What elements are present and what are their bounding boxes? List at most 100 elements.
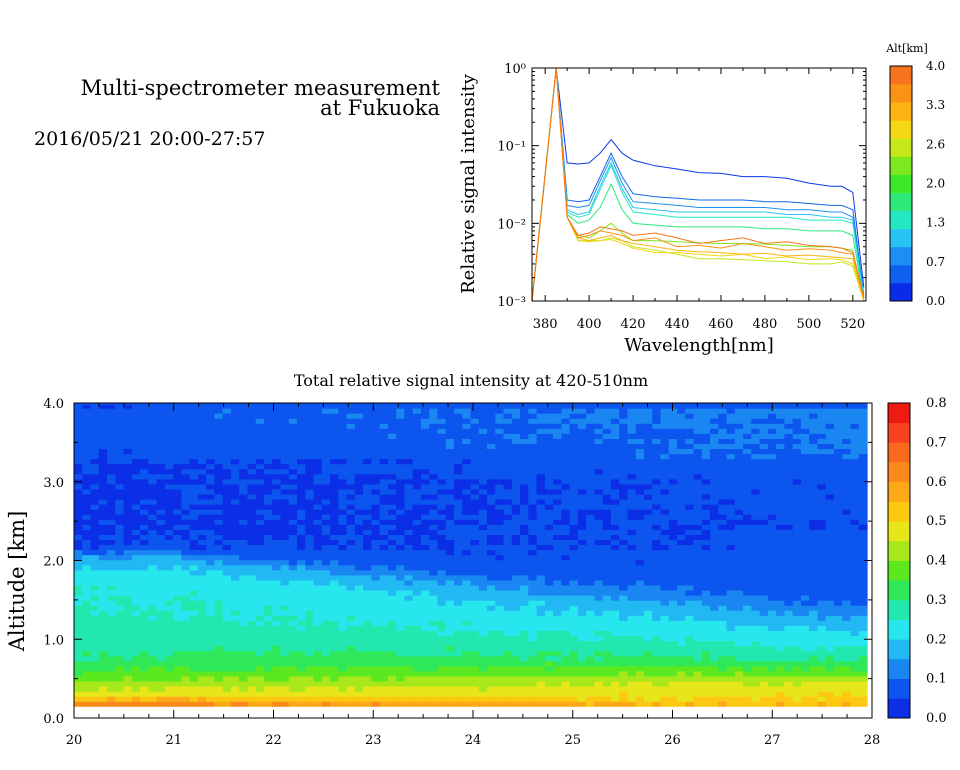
heatmap-cell	[445, 403, 455, 409]
heatmap-cell	[635, 534, 645, 541]
heatmap-cell	[495, 539, 505, 546]
heatmap-cell	[445, 554, 455, 561]
heatmap-cell	[610, 514, 620, 520]
heatmap-cell	[577, 650, 587, 657]
heatmap-cell	[371, 610, 381, 616]
heatmap-cell	[660, 660, 670, 667]
heatmap-cell	[115, 605, 125, 611]
heatmap-cell	[346, 473, 356, 480]
heatmap-cell	[107, 408, 116, 414]
heatmap-cell	[577, 625, 587, 631]
heatmap-cell	[148, 680, 158, 687]
heatmap-cell	[115, 680, 125, 687]
heatmap-cell	[594, 413, 604, 419]
heatmap-cell	[239, 589, 249, 596]
heatmap-cell	[577, 559, 587, 566]
heatmap-cell	[338, 680, 348, 687]
heatmap-cell	[115, 463, 125, 470]
heatmap-cell	[173, 549, 182, 556]
heatmap-cell	[561, 408, 571, 414]
heatmap-cell	[701, 504, 711, 510]
heatmap-cell	[164, 630, 174, 637]
heatmap-cell	[230, 453, 240, 460]
heatmap-cell	[511, 620, 521, 626]
heatmap-cell	[503, 539, 513, 546]
heatmap-cell	[726, 645, 736, 652]
heatmap-cell	[131, 610, 141, 616]
heatmap-cell	[131, 675, 141, 682]
heatmap-cell	[503, 554, 513, 561]
heatmap-cell	[453, 514, 463, 520]
heatmap-cell	[561, 499, 571, 505]
heatmap-cell	[363, 418, 372, 424]
heatmap-cell	[536, 685, 546, 692]
heatmap-cell	[734, 539, 744, 546]
heatmap-cell	[685, 701, 695, 707]
heatmap-cell	[354, 680, 364, 687]
heatmap-cell	[685, 453, 695, 460]
heatmap-cell	[462, 443, 472, 450]
heatmap-cell	[131, 685, 141, 692]
heatmap-cell	[429, 595, 439, 601]
heatmap-cell	[619, 504, 629, 510]
heatmap-cell	[503, 645, 513, 652]
heatmap-cell	[263, 620, 273, 626]
heatmap-cell	[74, 458, 83, 465]
heatmap-cell	[338, 584, 348, 591]
heatmap-cell	[429, 488, 439, 495]
heatmap-cell	[544, 625, 554, 631]
heatmap-cell	[98, 493, 108, 500]
heatmap-cell	[520, 403, 529, 409]
heatmap-cell	[90, 564, 100, 571]
heatmap-cell	[173, 564, 182, 571]
heatmap-cell	[635, 595, 645, 601]
heatmap-cell	[520, 701, 529, 707]
heatmap-cell	[272, 569, 282, 576]
heatmap-cell	[528, 529, 538, 535]
heatmap-cell	[445, 670, 455, 677]
heatmap-cell	[74, 605, 83, 611]
heatmap-cell	[528, 680, 538, 687]
heatmap-cell	[321, 529, 331, 535]
heatmap-cell	[511, 499, 521, 505]
heatmap-cell	[594, 509, 604, 515]
heatmap-cell	[338, 701, 348, 707]
heatmap-cell	[520, 433, 529, 439]
heatmap-cell	[98, 544, 108, 551]
heatmap-cell	[288, 504, 298, 510]
heatmap-cell	[263, 610, 273, 616]
heatmap-cell	[693, 509, 703, 515]
heatmap-cell	[230, 665, 240, 672]
heatmap-cell	[280, 696, 290, 702]
heatmap-cell	[148, 524, 158, 530]
heatmap-cell	[123, 473, 133, 480]
heatmap-cell	[569, 499, 579, 505]
heatmap-cell	[338, 418, 348, 424]
heatmap-cell	[627, 640, 637, 647]
heatmap-cell	[164, 493, 174, 500]
heatmap-cell	[561, 448, 571, 455]
heatmap-cell	[404, 696, 414, 702]
heatmap-cell	[511, 610, 521, 616]
heatmap-cell	[156, 514, 166, 520]
heatmap-cell	[536, 453, 546, 460]
heatmap-cell	[197, 691, 207, 697]
heatmap-cell	[544, 640, 554, 647]
heatmap-cell	[82, 514, 92, 520]
heatmap-cell	[98, 564, 108, 571]
heatmap-cell	[420, 589, 430, 596]
heatmap-cell	[544, 564, 554, 571]
heatmap-cell	[553, 488, 562, 495]
heatmap-cell	[396, 670, 406, 677]
heatmap-cell	[462, 544, 472, 551]
heatmap-cell	[528, 696, 538, 702]
heatmap-cell	[379, 504, 389, 510]
heatmap-cell	[197, 443, 207, 450]
heatmap-cell	[478, 529, 488, 535]
heatmap-cell	[346, 529, 356, 535]
heatmap-cell	[98, 691, 108, 697]
heatmap-cell	[82, 660, 92, 667]
heatmap-cell	[710, 640, 719, 647]
heatmap-cell	[429, 514, 439, 520]
heatmap-cell	[520, 600, 529, 606]
